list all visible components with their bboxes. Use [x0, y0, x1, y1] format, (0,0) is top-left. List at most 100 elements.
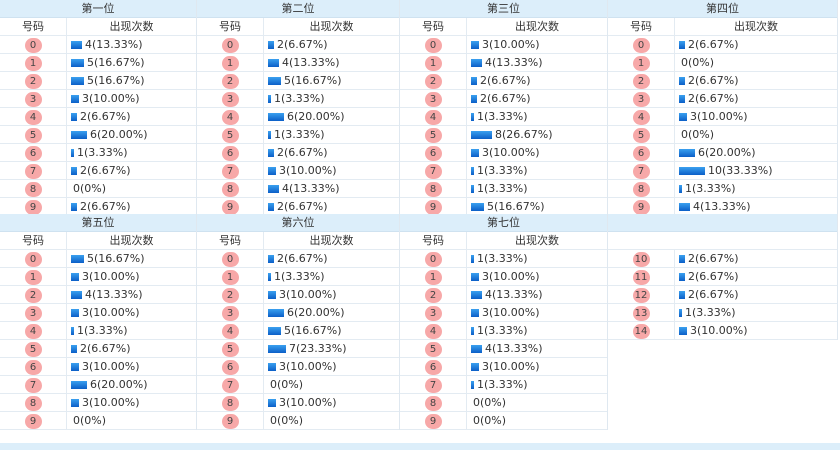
count-cell: 0(0%) — [67, 412, 196, 429]
count-bar — [679, 308, 682, 317]
num-header: 号码 — [0, 18, 67, 35]
count-label: 2(6.67%) — [80, 342, 131, 355]
number-cell: 7 — [400, 162, 467, 179]
count-cell: 4(13.33%) — [675, 198, 837, 215]
table-row: 8 4(13.33%) — [197, 180, 399, 198]
count-cell: 2(6.67%) — [675, 250, 837, 267]
count-cell: 1(3.33%) — [467, 108, 607, 125]
count-bar — [71, 254, 84, 263]
number-cell: 3 — [0, 304, 67, 321]
count-label: 3(10.00%) — [82, 306, 140, 319]
count-label: 3(10.00%) — [82, 360, 140, 373]
table-row: 4 2(6.67%) — [0, 108, 196, 126]
number-ball: 5 — [221, 128, 239, 143]
number-cell: 4 — [400, 322, 467, 339]
table-row: 4 5(16.67%) — [197, 322, 399, 340]
number-cell: 5 — [0, 126, 67, 143]
table-row: 2 2(6.67%) — [608, 72, 837, 90]
table-row: 4 1(3.33%) — [400, 322, 607, 340]
count-bar — [268, 202, 274, 211]
table-row: 7 1(3.33%) — [400, 162, 607, 180]
number-ball: 6 — [424, 146, 442, 161]
table-row: 7 3(10.00%) — [197, 162, 399, 180]
count-header — [674, 232, 837, 249]
position-title: 第七位 — [400, 214, 607, 232]
count-bar — [268, 362, 276, 371]
count-bar — [679, 148, 695, 157]
count-cell: 2(6.67%) — [264, 250, 399, 267]
table-row: 9 0(0%) — [197, 412, 399, 430]
number-ball: 0 — [221, 252, 239, 267]
count-cell: 5(16.67%) — [264, 72, 399, 89]
number-cell: 3 — [197, 90, 264, 107]
count-cell: 3(10.00%) — [467, 36, 607, 53]
table-row: 0 5(16.67%) — [0, 250, 196, 268]
number-ball: 3 — [221, 92, 239, 107]
table-row: 1 3(10.00%) — [0, 268, 196, 286]
num-header: 号码 — [400, 232, 467, 249]
number-ball: 0 — [424, 252, 442, 267]
count-cell: 0(0%) — [675, 54, 837, 71]
count-label: 4(13.33%) — [485, 288, 543, 301]
count-label: 2(6.67%) — [80, 110, 131, 123]
number-ball: 4 — [632, 110, 650, 125]
number-cell: 3 — [197, 304, 264, 321]
count-bar — [268, 272, 271, 281]
number-cell: 2 — [400, 72, 467, 89]
number-cell: 5 — [400, 126, 467, 143]
count-cell: 4(13.33%) — [264, 180, 399, 197]
number-ball: 14 — [632, 324, 650, 339]
table-row: 5 1(3.33%) — [197, 126, 399, 144]
number-ball: 4 — [221, 110, 239, 125]
count-label: 1(3.33%) — [477, 252, 528, 265]
count-header: 出现次数 — [309, 234, 354, 247]
count-bar — [471, 272, 479, 281]
number-ball: 7 — [632, 164, 650, 179]
count-bar — [679, 184, 682, 193]
count-bar — [268, 94, 271, 103]
number-cell: 7 — [0, 376, 67, 393]
count-bar — [71, 362, 79, 371]
column-header-row: 号码 出现次数 — [0, 18, 196, 36]
table-row: 9 0(0%) — [400, 412, 607, 430]
count-cell: 2(6.67%) — [264, 36, 399, 53]
count-bar — [679, 40, 685, 49]
count-cell: 1(3.33%) — [264, 268, 399, 285]
number-cell: 6 — [197, 358, 264, 375]
number-cell: 1 — [0, 268, 67, 285]
count-label: 3(10.00%) — [482, 38, 540, 51]
count-header: 出现次数 — [515, 234, 559, 247]
count-cell: 3(10.00%) — [467, 304, 607, 321]
number-ball: 6 — [24, 146, 42, 161]
column-header-row: 号码 出现次数 — [400, 232, 607, 250]
number-ball: 3 — [221, 306, 239, 321]
table-row: 3 2(6.67%) — [608, 90, 837, 108]
count-label: 1(3.33%) — [274, 270, 325, 283]
number-ball: 3 — [424, 92, 442, 107]
number-ball: 8 — [221, 396, 239, 411]
count-cell: 3(10.00%) — [67, 394, 196, 411]
position-block: 第三位 号码 出现次数 0 3(10.00%) 1 4(13.33%) 2 2(6.67%) 3 2… — [400, 0, 608, 216]
count-label: 3(10.00%) — [482, 146, 540, 159]
count-bar — [268, 112, 284, 121]
number-cell: 7 — [608, 162, 675, 179]
count-cell: 3(10.00%) — [467, 144, 607, 161]
number-cell: 4 — [197, 108, 264, 125]
table-row: 2 4(13.33%) — [0, 286, 196, 304]
num-header: 号码 — [0, 232, 67, 249]
count-label: 2(6.67%) — [688, 92, 739, 105]
count-cell: 3(10.00%) — [67, 268, 196, 285]
number-cell: 7 — [400, 376, 467, 393]
count-cell: 8(26.67%) — [467, 126, 607, 143]
table-row: 6 3(10.00%) — [400, 144, 607, 162]
count-bar — [268, 308, 284, 317]
number-cell: 1 — [608, 54, 675, 71]
num-header — [608, 232, 674, 249]
number-ball: 2 — [24, 74, 42, 89]
count-bar — [268, 398, 276, 407]
count-header: 出现次数 — [309, 20, 354, 33]
number-cell: 8 — [608, 180, 675, 197]
number-cell: 6 — [0, 358, 67, 375]
table-row: 1 1(3.33%) — [197, 268, 399, 286]
num-header: 号码 — [197, 18, 264, 35]
